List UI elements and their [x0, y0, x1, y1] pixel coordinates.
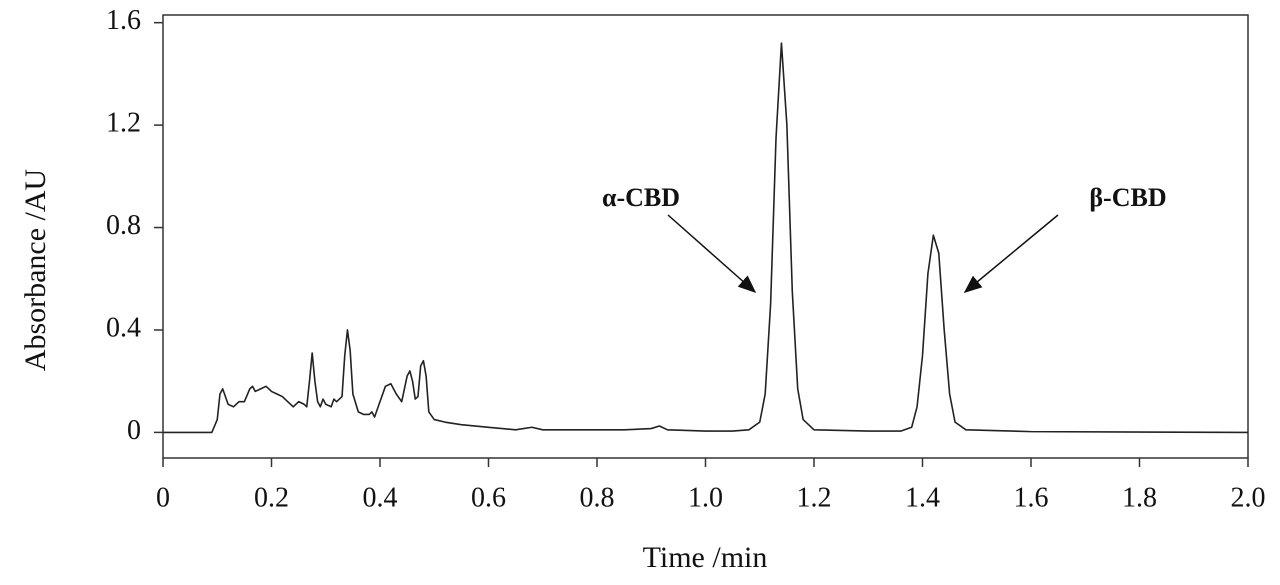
x-tick-label: 0.8 [580, 482, 615, 513]
x-tick-label: 1.4 [905, 482, 940, 513]
y-tick-label: 0.8 [106, 210, 141, 241]
x-tick-label: 2.0 [1231, 482, 1266, 513]
plot-frame [162, 14, 1249, 459]
y-tick-label: 0 [127, 415, 141, 446]
x-tick-label: 1.0 [688, 482, 723, 513]
x-tick-label: 1.2 [797, 482, 832, 513]
annotation: α-CBD [602, 183, 680, 212]
x-tick-label: 1.6 [1014, 482, 1049, 513]
x-tick-label: 0.4 [363, 482, 398, 513]
y-tick-label: 1.2 [106, 108, 141, 139]
annotation-arrow [667, 214, 757, 293]
x-tick-label: 0.6 [471, 482, 506, 513]
annotation-arrow [963, 214, 1059, 293]
x-tick-label: 0.2 [254, 482, 289, 513]
trace [163, 42, 1249, 434]
x-tick-label: 0 [156, 482, 170, 513]
y-tick-label: 0.4 [106, 312, 141, 343]
annotation: β-CBD [1089, 183, 1166, 212]
y-tick-label: 1.6 [106, 5, 141, 36]
x-tick-label: 1.8 [1122, 482, 1157, 513]
y-axis-label: Absorbance /AU [19, 168, 52, 371]
x-axis-label: Time /min [643, 541, 768, 574]
